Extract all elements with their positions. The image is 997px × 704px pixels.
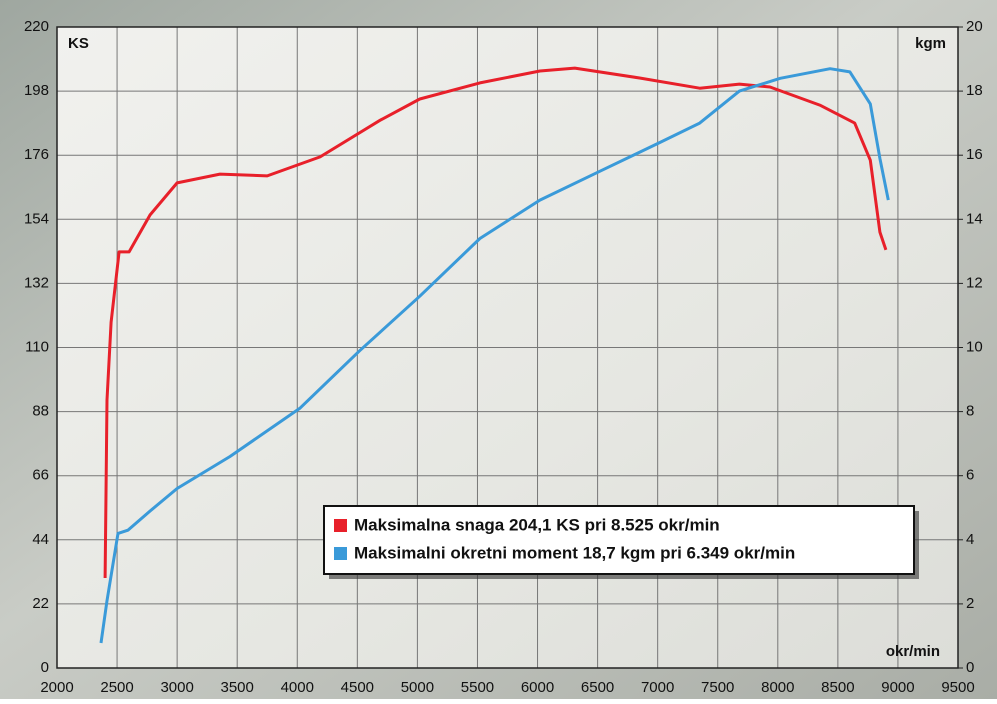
x-tick-label: 7500 xyxy=(701,679,734,696)
legend-label: Maksimalna snaga 204,1 KS pri 8.525 okr/… xyxy=(354,515,720,534)
x-tick-label: 7000 xyxy=(641,679,674,696)
y-axis-label: KS xyxy=(68,35,89,52)
legend-swatch xyxy=(334,547,347,560)
y2-tick-label: 6 xyxy=(966,467,974,484)
y-tick-label: 154 xyxy=(24,210,49,227)
x-tick-label: 2500 xyxy=(100,679,133,696)
legend-label: Maksimalni okretni moment 18,7 kgm pri 6… xyxy=(354,543,795,562)
x-tick-label: 5000 xyxy=(401,679,434,696)
y2-tick-label: 8 xyxy=(966,403,974,420)
x-tick-label: 6000 xyxy=(521,679,554,696)
x-tick-label: 2000 xyxy=(40,679,73,696)
y-tick-label: 176 xyxy=(24,146,49,163)
y-tick-label: 220 xyxy=(24,18,49,35)
y2-tick-label: 12 xyxy=(966,274,983,291)
y-tick-label: 0 xyxy=(41,659,49,676)
chart: KS kgm okr/min Maksimalna snaga 204,1 KS… xyxy=(0,0,997,699)
y2-tick-label: 2 xyxy=(966,595,974,612)
y2-tick-label: 10 xyxy=(966,338,983,355)
y2-tick-label: 4 xyxy=(966,531,974,548)
y2-tick-label: 14 xyxy=(966,210,983,227)
x-tick-label: 9000 xyxy=(881,679,914,696)
legend-swatch xyxy=(334,519,347,532)
y2-axis-label: kgm xyxy=(915,35,946,52)
x-tick-label: 9500 xyxy=(941,679,974,696)
y-tick-label: 88 xyxy=(32,403,49,420)
y-tick-label: 198 xyxy=(24,82,49,99)
y-tick-label: 132 xyxy=(24,274,49,291)
y-tick-label: 22 xyxy=(32,595,49,612)
x-tick-label: 3500 xyxy=(221,679,254,696)
x-tick-label: 4000 xyxy=(281,679,314,696)
x-tick-label: 5500 xyxy=(461,679,494,696)
y2-tick-label: 18 xyxy=(966,82,983,99)
x-axis-label: okr/min xyxy=(886,643,940,660)
y-tick-label: 44 xyxy=(32,531,49,548)
x-tick-label: 3000 xyxy=(160,679,193,696)
x-tick-label: 6500 xyxy=(581,679,614,696)
y2-tick-label: 16 xyxy=(966,146,983,163)
y-tick-label: 66 xyxy=(32,467,49,484)
x-tick-label: 8000 xyxy=(761,679,794,696)
y2-tick-label: 0 xyxy=(966,659,974,676)
y-tick-label: 110 xyxy=(25,338,49,355)
x-tick-label: 4500 xyxy=(341,679,374,696)
x-tick-label: 8500 xyxy=(821,679,854,696)
y2-tick-label: 20 xyxy=(966,18,983,35)
